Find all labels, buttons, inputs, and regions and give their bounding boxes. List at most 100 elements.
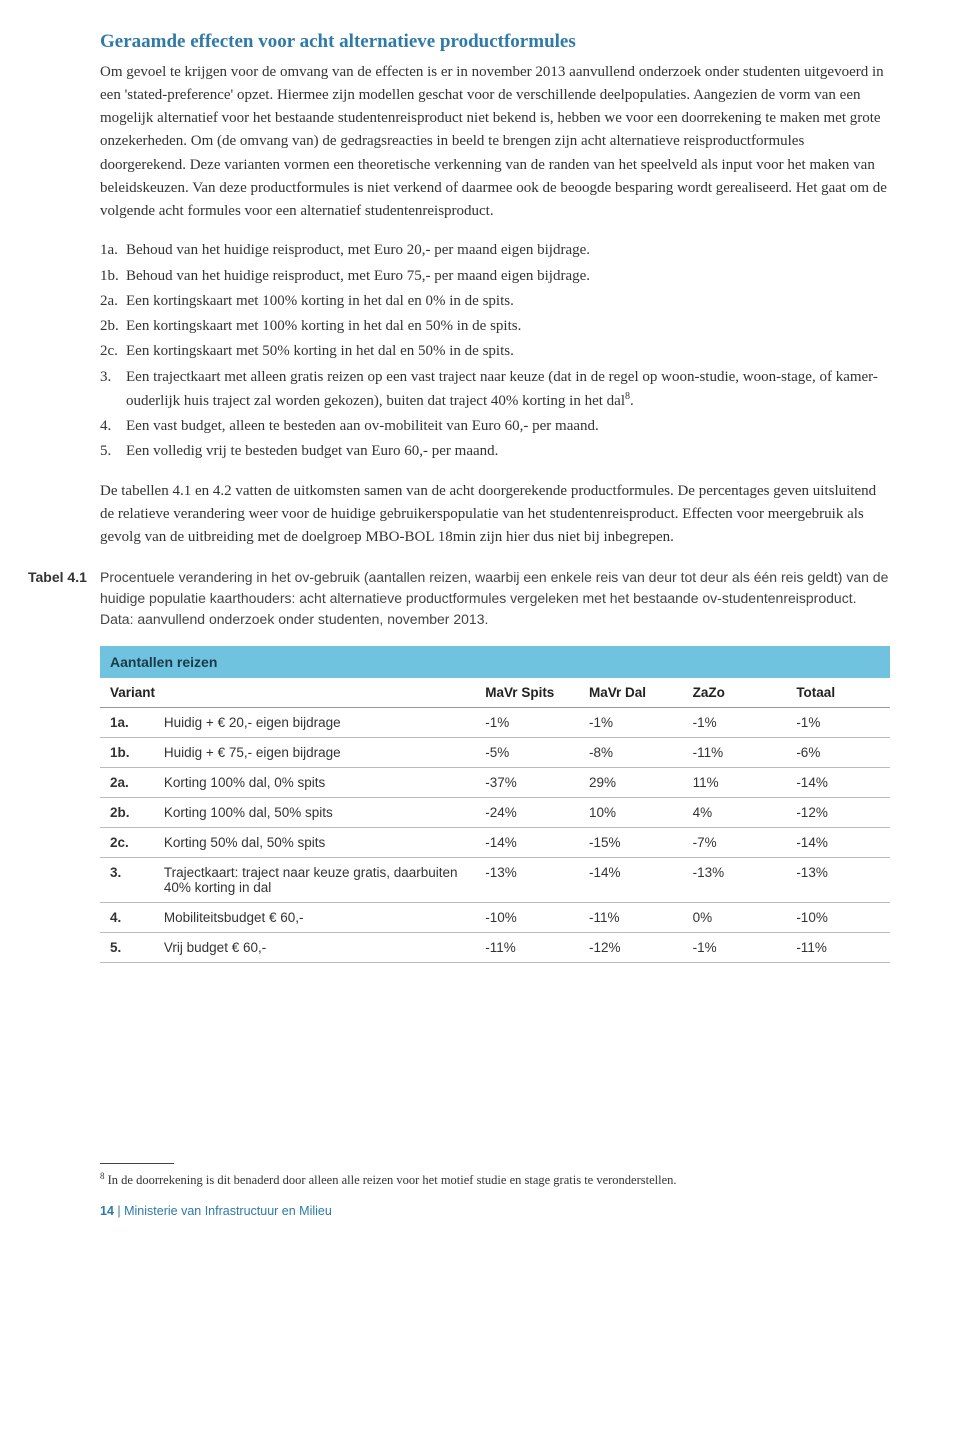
row-value: -37%	[475, 768, 579, 798]
list-item: 5.Een volledig vrij te besteden budget v…	[100, 440, 890, 463]
col-header-variant: Variant	[100, 678, 475, 708]
row-number: 2c.	[100, 828, 154, 858]
row-value: -10%	[475, 903, 579, 933]
list-item: 2a.Een kortingskaart met 100% korting in…	[100, 290, 890, 313]
row-number: 2b.	[100, 798, 154, 828]
list-item-text: Een volledig vrij te besteden budget van…	[126, 440, 890, 463]
list-item-text: Een trajectkaart met alleen gratis reize…	[126, 366, 890, 414]
row-value: -1%	[786, 708, 890, 738]
row-number: 3.	[100, 858, 154, 903]
row-desc: Korting 50% dal, 50% spits	[154, 828, 475, 858]
table-row: 1a.Huidig + € 20,- eigen bijdrage-1%-1%-…	[100, 708, 890, 738]
row-value: -1%	[683, 933, 787, 963]
list-item: 2b.Een kortingskaart met 100% korting in…	[100, 315, 890, 338]
row-desc: Vrij budget € 60,-	[154, 933, 475, 963]
col-header: MaVr Spits	[475, 678, 579, 708]
row-value: -14%	[786, 768, 890, 798]
row-value: -14%	[475, 828, 579, 858]
list-item-number: 5.	[100, 440, 126, 463]
section-heading: Geraamde effecten voor acht alternatieve…	[100, 30, 890, 55]
list-item: 1b.Behoud van het huidige reisproduct, m…	[100, 265, 890, 288]
row-value: 0%	[683, 903, 787, 933]
table-row: 2b.Korting 100% dal, 50% spits-24%10%4%-…	[100, 798, 890, 828]
row-desc: Huidig + € 20,- eigen bijdrage	[154, 708, 475, 738]
list-item-number: 2b.	[100, 315, 126, 338]
col-header: ZaZo	[683, 678, 787, 708]
row-value: 10%	[579, 798, 683, 828]
footnote-separator	[100, 1163, 174, 1164]
intro-paragraph: Om gevoel te krijgen voor de omvang van …	[100, 61, 890, 224]
row-value: -12%	[579, 933, 683, 963]
table-row: 1b.Huidig + € 75,- eigen bijdrage-5%-8%-…	[100, 738, 890, 768]
footer-org: Ministerie van Infrastructuur en Milieu	[124, 1204, 332, 1218]
table-4-1: Aantallen reizen VariantMaVr SpitsMaVr D…	[100, 646, 890, 963]
list-item-number: 4.	[100, 415, 126, 438]
row-value: -13%	[683, 858, 787, 903]
row-value: -12%	[786, 798, 890, 828]
row-value: -1%	[683, 708, 787, 738]
page-footer: 14 | Ministerie van Infrastructuur en Mi…	[100, 1204, 890, 1218]
row-value: -14%	[579, 858, 683, 903]
row-number: 1b.	[100, 738, 154, 768]
row-number: 2a.	[100, 768, 154, 798]
row-value: -5%	[475, 738, 579, 768]
row-value: -11%	[683, 738, 787, 768]
footnote-number: 8	[100, 1171, 105, 1181]
list-item-number: 2c.	[100, 340, 126, 363]
row-desc: Mobiliteitsbudget € 60,-	[154, 903, 475, 933]
list-item-number: 2a.	[100, 290, 126, 313]
row-value: -15%	[579, 828, 683, 858]
table-row: 5.Vrij budget € 60,--11%-12%-1%-11%	[100, 933, 890, 963]
row-number: 1a.	[100, 708, 154, 738]
footer-sep: |	[114, 1204, 124, 1218]
bridge-paragraph: De tabellen 4.1 en 4.2 vatten de uitkoms…	[100, 480, 890, 550]
row-desc: Huidig + € 75,- eigen bijdrage	[154, 738, 475, 768]
table-label: Tabel 4.1	[28, 569, 87, 585]
list-item-text: Behoud van het huidige reisproduct, met …	[126, 239, 890, 262]
table-row: 2a.Korting 100% dal, 0% spits-37%29%11%-…	[100, 768, 890, 798]
table-row: 2c.Korting 50% dal, 50% spits-14%-15%-7%…	[100, 828, 890, 858]
list-item-text: Behoud van het huidige reisproduct, met …	[126, 265, 890, 288]
footnote-8: 8 In de doorrekening is dit benaderd doo…	[100, 1170, 890, 1190]
list-item-text: Een kortingskaart met 50% korting in het…	[126, 340, 890, 363]
list-item-text: Een vast budget, alleen te besteden aan …	[126, 415, 890, 438]
row-value: -11%	[579, 903, 683, 933]
row-value: -7%	[683, 828, 787, 858]
list-item-number: 3.	[100, 366, 126, 414]
row-value: -13%	[786, 858, 890, 903]
list-item: 2c.Een kortingskaart met 50% korting in …	[100, 340, 890, 363]
col-header: MaVr Dal	[579, 678, 683, 708]
table-4-1-block: Tabel 4.1 Procentuele verandering in het…	[100, 567, 890, 963]
row-value: -11%	[475, 933, 579, 963]
list-item-number: 1b.	[100, 265, 126, 288]
row-desc: Trajectkaart: traject naar keuze gratis,…	[154, 858, 475, 903]
row-value: -8%	[579, 738, 683, 768]
row-value: -24%	[475, 798, 579, 828]
list-item: 3.Een trajectkaart met alleen gratis rei…	[100, 366, 890, 414]
table-caption: Procentuele verandering in het ov-gebrui…	[100, 567, 890, 630]
row-desc: Korting 100% dal, 50% spits	[154, 798, 475, 828]
table-row: 3.Trajectkaart: traject naar keuze grati…	[100, 858, 890, 903]
row-desc: Korting 100% dal, 0% spits	[154, 768, 475, 798]
row-value: -1%	[579, 708, 683, 738]
row-value: -10%	[786, 903, 890, 933]
row-value: -11%	[786, 933, 890, 963]
row-value: -13%	[475, 858, 579, 903]
footnote-text: In de doorrekening is dit benaderd door …	[108, 1174, 677, 1188]
list-item: 4.Een vast budget, alleen te besteden aa…	[100, 415, 890, 438]
list-item: 1a.Behoud van het huidige reisproduct, m…	[100, 239, 890, 262]
row-value: 11%	[683, 768, 787, 798]
list-item-text: Een kortingskaart met 100% korting in he…	[126, 290, 890, 313]
row-value: -6%	[786, 738, 890, 768]
row-value: 4%	[683, 798, 787, 828]
row-value: 29%	[579, 768, 683, 798]
footnote-ref: 8	[625, 391, 630, 402]
table-title: Aantallen reizen	[100, 646, 890, 678]
row-number: 4.	[100, 903, 154, 933]
row-value: -1%	[475, 708, 579, 738]
table-row: 4.Mobiliteitsbudget € 60,--10%-11%0%-10%	[100, 903, 890, 933]
list-item-text: Een kortingskaart met 100% korting in he…	[126, 315, 890, 338]
formula-list: 1a.Behoud van het huidige reisproduct, m…	[100, 239, 890, 463]
list-item-number: 1a.	[100, 239, 126, 262]
row-number: 5.	[100, 933, 154, 963]
